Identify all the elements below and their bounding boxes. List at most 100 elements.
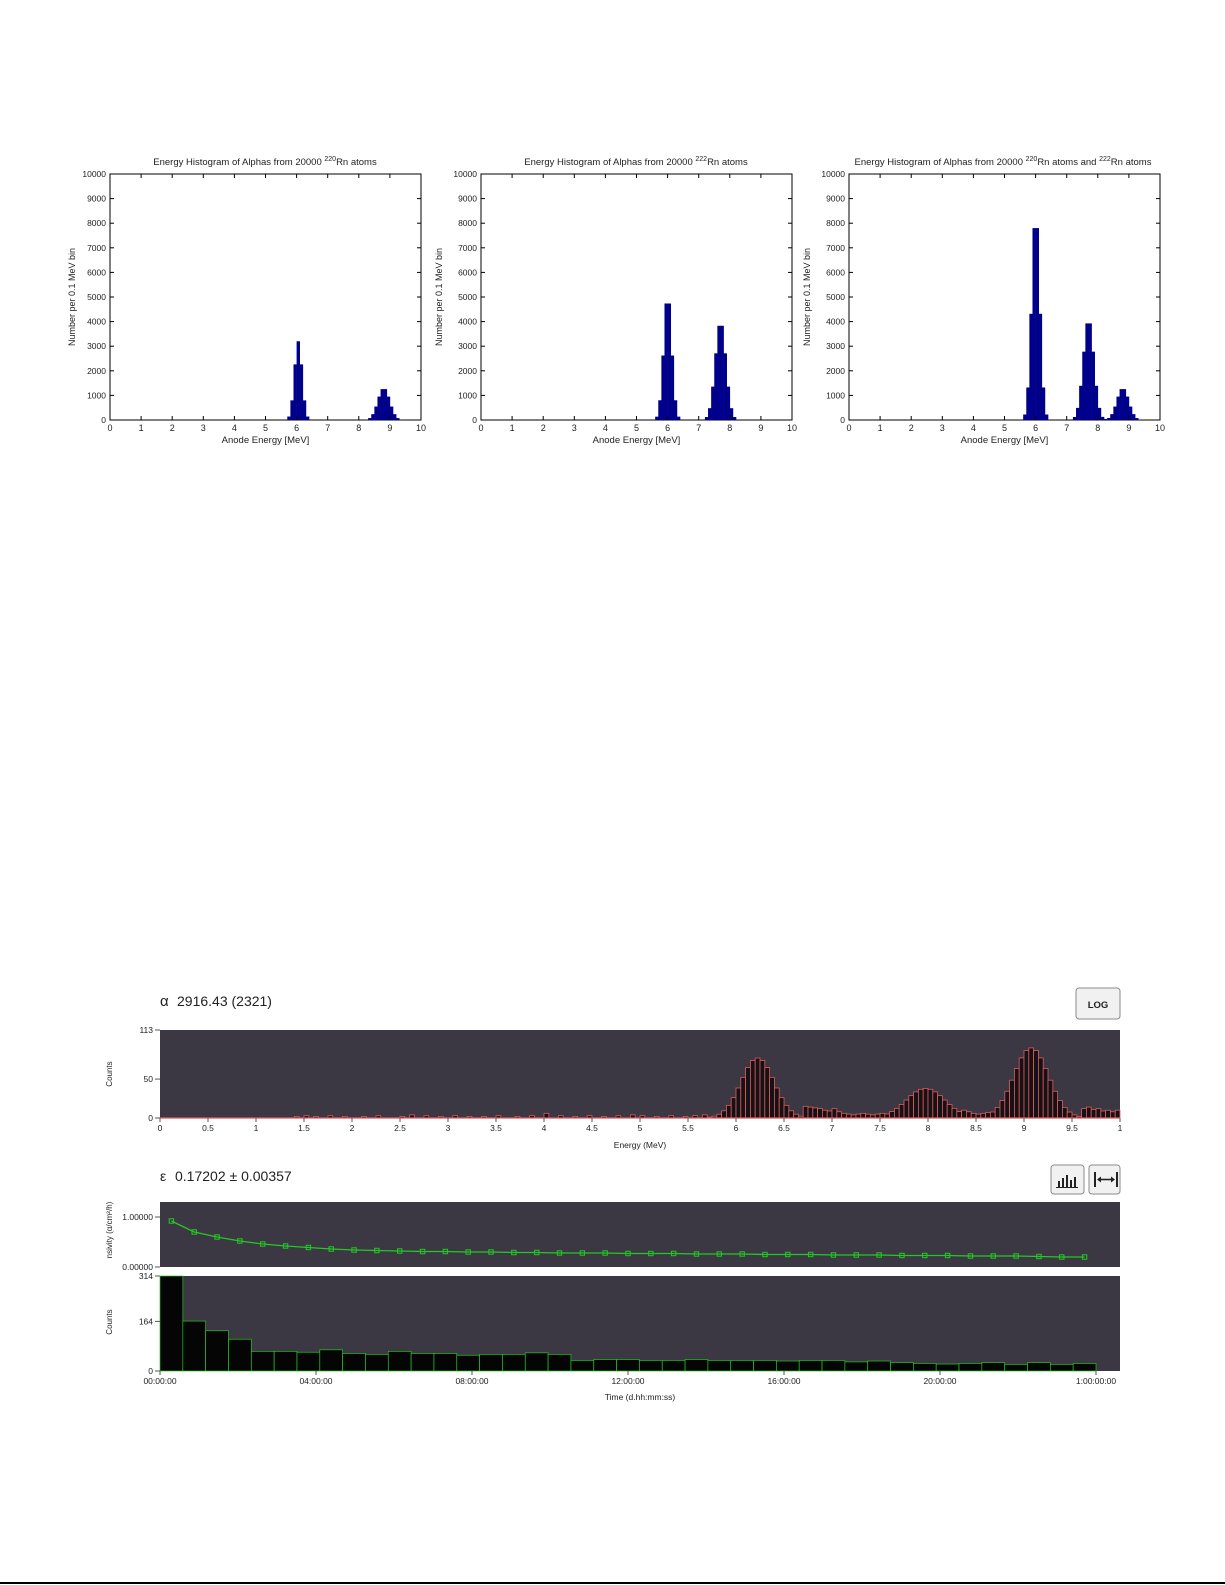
x-tick-label: 2.5	[394, 1123, 406, 1133]
activity-point	[670, 1250, 677, 1257]
counts-bar	[616, 1359, 640, 1372]
energy-bar	[937, 1095, 943, 1119]
energy-bar	[1066, 1111, 1073, 1119]
energy-x-label: Energy (MeV)	[614, 1140, 667, 1150]
fit-range-button[interactable]	[1088, 1164, 1121, 1195]
energy-bar	[922, 1088, 929, 1119]
plot-frame	[848, 173, 1161, 421]
energy-bar	[774, 1087, 780, 1119]
activity-point	[762, 1251, 768, 1258]
energy-bar	[740, 1076, 746, 1119]
histogram-bar	[305, 416, 310, 420]
y-tick-label: 1000	[826, 390, 845, 400]
counts-bar	[502, 1354, 526, 1372]
activity-point	[990, 1253, 996, 1259]
counts-bar	[433, 1353, 458, 1372]
activity-point	[1059, 1254, 1065, 1260]
log-button[interactable]: LOG	[1075, 987, 1121, 1020]
energy-bar	[764, 1067, 770, 1119]
histogram-bar	[1044, 414, 1049, 420]
x-axis-label: Anode Energy [MeV]	[593, 435, 681, 446]
x-tick-label: 9	[1022, 1123, 1027, 1133]
energy-bar	[951, 1107, 958, 1119]
counts-bar	[661, 1360, 686, 1372]
histogram-bar	[1113, 406, 1117, 420]
energy-bar	[822, 1109, 828, 1119]
x-tick-label: 4	[542, 1123, 547, 1133]
energy-bar	[1105, 1109, 1111, 1119]
y-tick-label: 7000	[87, 243, 106, 253]
histogram-bar	[1116, 396, 1120, 420]
x-tick-label: 6	[665, 423, 670, 433]
counts-bar	[776, 1360, 800, 1372]
activity-point	[716, 1251, 723, 1257]
histogram-bar	[732, 417, 737, 420]
histogram-bar	[723, 353, 727, 420]
log-button-label: LOG	[1088, 1000, 1109, 1011]
x-tick-label: 4	[603, 423, 608, 433]
bar-chart-icon	[1056, 1175, 1078, 1188]
histogram-bar	[1032, 228, 1036, 420]
x-tick-label: 4	[232, 423, 237, 433]
bars	[1020, 228, 1142, 420]
y-tick-label: 10000	[453, 169, 477, 179]
x-tick-label: 9	[387, 423, 392, 433]
y-tick-label: 4000	[826, 317, 845, 327]
activity-point	[488, 1249, 494, 1255]
counts-bar	[547, 1354, 572, 1372]
x-tick-label: 3.5	[490, 1123, 502, 1133]
energy-bar	[1028, 1047, 1035, 1119]
counts-bar	[890, 1362, 914, 1372]
energy-bar	[831, 1108, 838, 1119]
y-tick-label: 0	[472, 415, 477, 425]
activity-point	[1081, 1254, 1088, 1260]
energy-bar	[994, 1106, 1001, 1119]
histogram-mode-button[interactable]	[1050, 1164, 1085, 1195]
counts-y-label: Counts	[105, 1309, 114, 1334]
energy-bar	[918, 1088, 924, 1119]
energy-bar	[946, 1104, 953, 1119]
x-tick-label: 12:00:00	[611, 1376, 644, 1386]
histogram-bar	[1041, 387, 1046, 420]
energy-y-label: Counts	[105, 1061, 114, 1086]
energy-bar	[817, 1108, 823, 1119]
counts-bar	[1049, 1363, 1074, 1372]
histogram-bar	[1038, 313, 1043, 420]
histogram-bar	[1135, 418, 1139, 420]
histogram-bar	[670, 355, 675, 420]
energy-bar	[1023, 1050, 1030, 1119]
histogram-bar	[1128, 406, 1133, 420]
axes: 0 1 2 3 4 5 6 7 8 9 10 0 1000 2000 3000 4000 5000 6000 700…	[821, 169, 1165, 433]
y-tick-label: 6000	[458, 267, 477, 277]
histogram-220rn: Energy Histogram of Alphas from 20000 22…	[67, 156, 426, 446]
x-tick-label: 1	[1118, 1123, 1123, 1133]
histogram-bar	[661, 355, 665, 420]
expand-horizontal-icon	[1094, 1172, 1118, 1187]
activity-point	[853, 1252, 859, 1258]
x-tick-label: 10	[1155, 423, 1165, 433]
histogram-bar	[380, 389, 384, 420]
x-tick-label: 8	[727, 423, 732, 433]
activity-series-line	[171, 1220, 1085, 1258]
counts-bar	[913, 1363, 937, 1372]
energy-bar	[1018, 1057, 1025, 1119]
histogram-bar	[377, 396, 381, 420]
histogram-bar	[673, 400, 678, 420]
energy-bar	[932, 1091, 938, 1119]
activity-point	[419, 1248, 426, 1255]
x-tick-label: 2	[350, 1123, 355, 1133]
monitor-panel: α 2916.43 (2321) LOG 0 0.5 1 1.5 2 2.5 3 3.5 4 4.…	[105, 987, 1123, 1402]
counts-bar	[867, 1360, 891, 1372]
x-tick-label: 3	[940, 423, 945, 433]
counts-bar	[365, 1354, 389, 1372]
counts-bar	[707, 1360, 732, 1372]
counts-histogram: 00:00:00 04:00:00 08:00:00 12:00:00 16:00:00…	[105, 1271, 1120, 1402]
activity-point	[260, 1241, 266, 1247]
energy-bar	[1090, 1109, 1097, 1119]
counts-bars	[159, 1275, 1097, 1372]
histogram-bar	[701, 419, 706, 420]
histogram-bar	[1023, 414, 1027, 420]
activity-point	[785, 1251, 791, 1258]
y-tick-label: 3000	[87, 341, 106, 351]
